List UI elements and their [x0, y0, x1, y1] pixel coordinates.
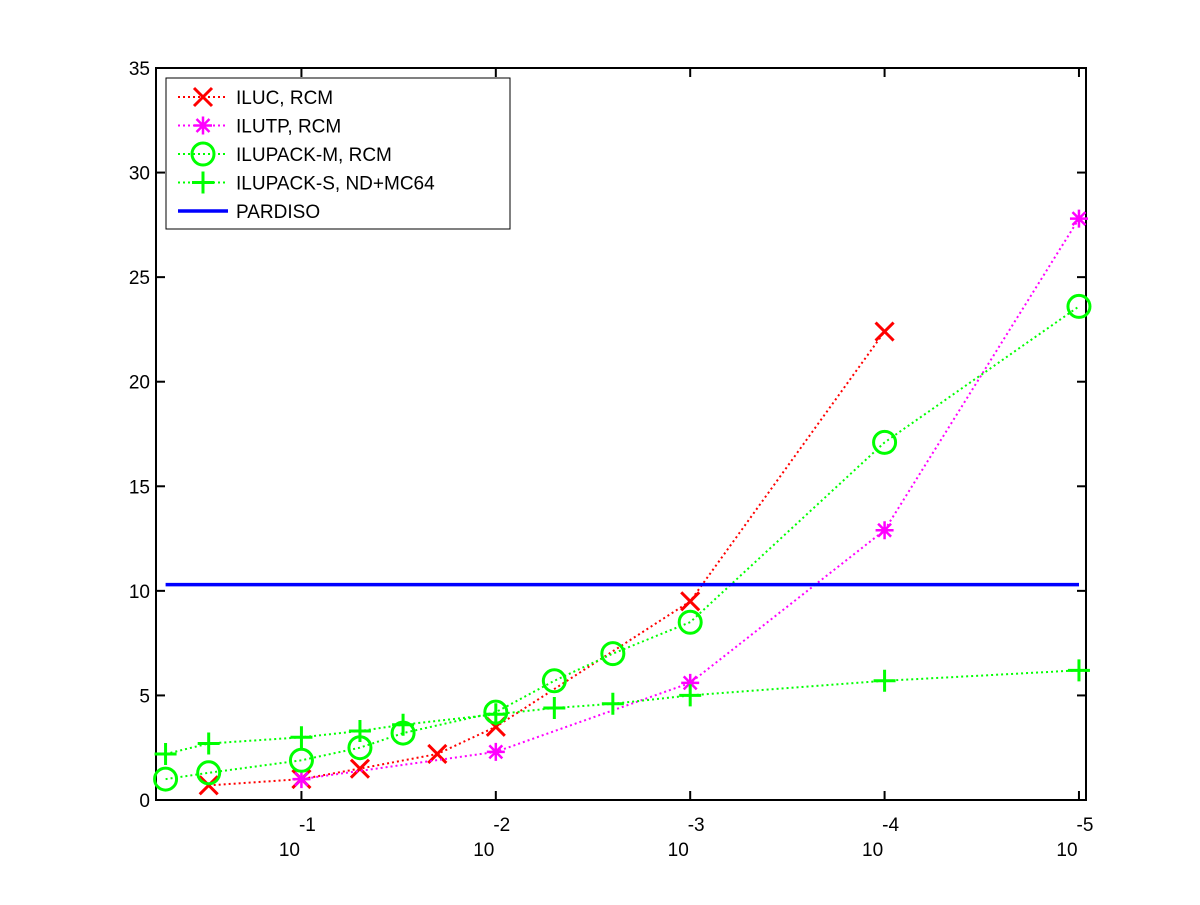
circle-marker [196, 760, 222, 786]
series-line [301, 218, 1080, 781]
series-2 [153, 293, 1092, 792]
x-tick-exponent: -3 [688, 815, 705, 836]
plus-marker [154, 742, 177, 765]
y-tick-label: 5 [139, 686, 150, 707]
x-tick-exponent: -2 [493, 815, 510, 836]
circle-marker [677, 609, 703, 635]
series-line [208, 330, 886, 787]
asterisk-marker [194, 116, 212, 135]
x-tick-base: 10 [668, 840, 689, 861]
legend-label: ILUC, RCM [236, 88, 333, 109]
plus-marker [290, 726, 313, 749]
legend-label: ILUPACK-M, RCM [236, 145, 392, 166]
y-tick-label: 30 [129, 164, 150, 185]
y-tick-label: 10 [129, 582, 150, 603]
x-marker [192, 86, 214, 108]
plot-frame [155, 67, 1087, 801]
series-1 [292, 209, 1088, 789]
asterisk-marker [1069, 209, 1088, 228]
y-tick-label: 15 [129, 477, 150, 498]
x-tick-exponent: -4 [882, 815, 899, 836]
y-tick-label: 25 [129, 268, 150, 289]
x-tick-exponent: -1 [299, 815, 316, 836]
circle-marker [541, 668, 567, 694]
x-tick-base: 10 [1056, 840, 1077, 861]
circle-marker [153, 766, 179, 792]
series-layer [153, 209, 1092, 796]
asterisk-marker [292, 770, 311, 789]
x-tick-exponent: -5 [1077, 815, 1094, 836]
circle-marker [1066, 293, 1092, 319]
plus-marker [192, 171, 214, 194]
x-marker [198, 775, 219, 796]
circle-marker [872, 429, 898, 455]
circle-marker [288, 747, 314, 773]
x-marker [680, 591, 701, 612]
y-tick-label: 0 [139, 791, 150, 812]
legend-label: ILUPACK-S, ND+MC64 [236, 174, 435, 195]
legend: ILUC, RCM ILUTP, RCM ILUPACK-M, RCM ILUPACK… [165, 77, 511, 230]
x-tick-base: 10 [279, 840, 300, 861]
asterisk-marker [681, 673, 700, 692]
plus-marker [679, 684, 702, 707]
asterisk-marker [875, 521, 894, 540]
circle-marker [600, 641, 626, 667]
plus-marker [601, 692, 624, 715]
plus-marker [484, 703, 507, 726]
series-line [165, 305, 1080, 781]
series-line [165, 669, 1080, 755]
circle-marker [190, 141, 216, 167]
x-tick-base: 10 [862, 840, 883, 861]
plus-marker [543, 696, 566, 719]
legend-label: PARDISO [236, 202, 320, 223]
plus-marker [873, 669, 896, 692]
plus-marker [348, 719, 371, 742]
plus-marker [392, 713, 415, 736]
x-marker [874, 321, 895, 342]
legend-label: ILUTP, RCM [236, 117, 341, 138]
asterisk-marker [486, 742, 505, 761]
plus-marker [1067, 659, 1090, 682]
series-3 [154, 659, 1090, 765]
x-tick-base: 10 [473, 840, 494, 861]
y-tick-label: 20 [129, 373, 150, 394]
plus-marker [197, 732, 220, 755]
x-marker [349, 758, 371, 779]
y-tick-label: 35 [129, 59, 150, 80]
series-0 [198, 321, 895, 796]
